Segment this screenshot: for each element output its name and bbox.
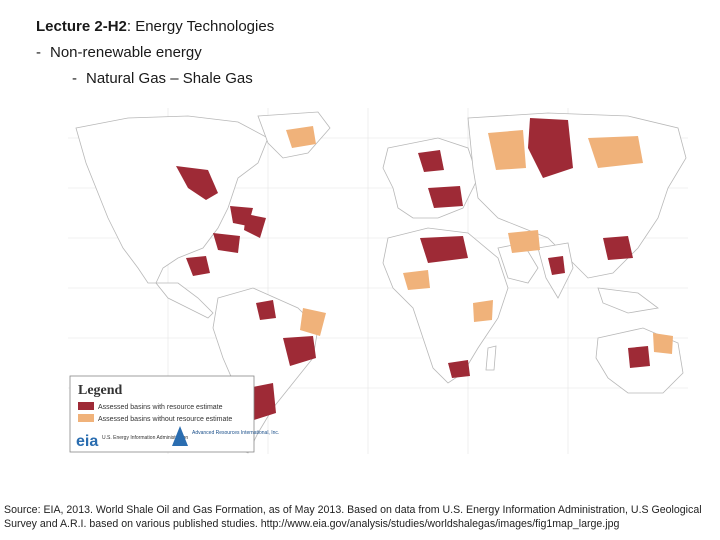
bullet-text: Non-renewable energy (50, 44, 202, 61)
basin-south-africa (448, 360, 470, 378)
map-legend: Legend Assessed basins with resource est… (69, 375, 279, 453)
basin-russia (528, 118, 573, 178)
basin-australia (628, 346, 650, 368)
legend-label-unassessed: Assessed basins without resource estimat… (98, 416, 232, 423)
ari-logo-icon (172, 426, 188, 446)
basin-colombia (256, 300, 276, 320)
basin-mexico (186, 256, 210, 276)
legend-frame (69, 375, 255, 453)
southeast-asia (597, 287, 659, 314)
basin-us-east (244, 214, 266, 238)
basin-china (603, 236, 633, 260)
basin-argentina (248, 383, 276, 420)
bullet-level1: - Non-renewable energy (36, 44, 202, 61)
basin-middle-east (508, 230, 540, 253)
central-america (155, 282, 214, 319)
basin-africa-west (403, 270, 430, 290)
lecture-code: Lecture 2-H2 (36, 18, 127, 35)
bullet-text: Natural Gas – Shale Gas (86, 70, 253, 87)
basin-africa-east (473, 300, 493, 322)
basin-europe-central (428, 186, 463, 208)
bullet-level2: - Natural Gas – Shale Gas (72, 70, 253, 87)
source-citation: Source: EIA, 2013. World Shale Oil and G… (4, 504, 702, 530)
basin-europe-north (418, 150, 444, 172)
shale-gas-world-map: Legend Assessed basins with resource est… (68, 108, 688, 454)
basin-india (548, 256, 565, 275)
lecture-topic: : Energy Technologies (126, 18, 275, 35)
basin-north-africa (420, 236, 468, 263)
legend-swatch-unassessed (78, 414, 94, 422)
basin-siberia-east (588, 136, 643, 168)
assessed-basins (176, 118, 650, 420)
eia-logo-text: eia (76, 433, 98, 450)
basin-us-south (213, 233, 240, 253)
basin-canada-west (176, 166, 218, 200)
madagascar (485, 345, 497, 371)
basin-greenland (286, 126, 316, 148)
bullet-marker: - (36, 44, 41, 61)
unassessed-basins (286, 126, 673, 354)
basin-australia-north (653, 333, 673, 354)
bullet-marker: - (72, 70, 77, 87)
eia-organization-name: U.S. Energy Information Administration (102, 435, 188, 441)
legend-title: Legend (78, 383, 123, 398)
europe (382, 137, 479, 219)
basin-south-america-central (283, 336, 316, 366)
legend-swatch-assessed (78, 402, 94, 410)
basin-brazil (300, 308, 326, 336)
legend-label-assessed: Assessed basins with resource estimate (98, 404, 223, 411)
slide-title: Lecture 2-H2: Energy Technologies (36, 18, 274, 35)
ari-organization-name: Advanced Resources International, Inc. (192, 430, 279, 436)
north-america (75, 115, 269, 284)
basin-siberia-west (488, 130, 526, 170)
